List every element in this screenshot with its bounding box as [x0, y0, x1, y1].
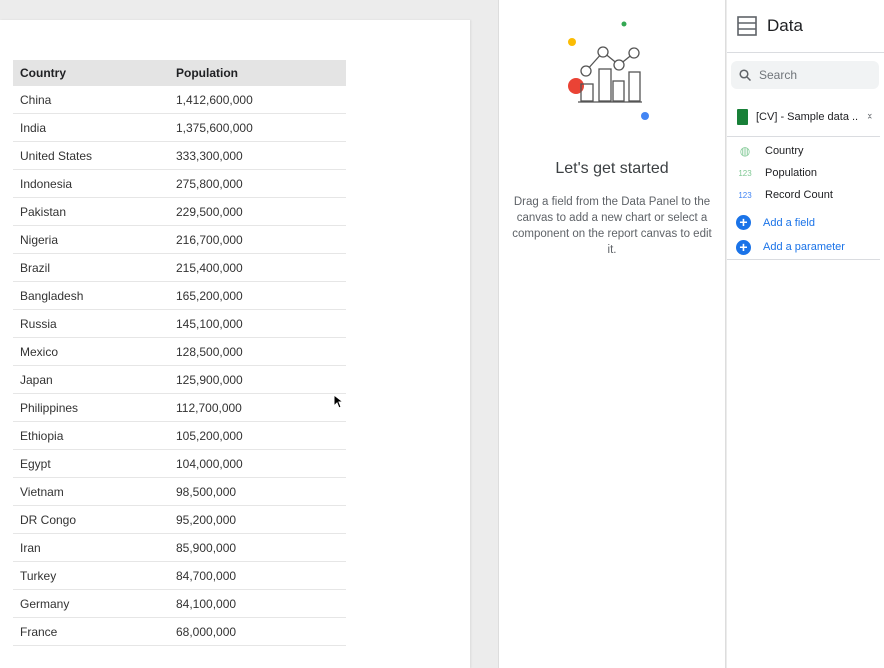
- cell-country: DR Congo: [20, 512, 77, 527]
- cell-population: 112,700,000: [176, 400, 242, 415]
- field-country[interactable]: ◍ Country: [727, 140, 884, 162]
- field-name: Country: [765, 145, 804, 157]
- empty-state-body: Drag a field from the Data Panel to the …: [512, 196, 712, 256]
- cell-population: 275,800,000: [176, 176, 243, 191]
- table-row[interactable]: Germany 84,100,000: [13, 590, 346, 618]
- cell-population: 84,700,000: [176, 568, 237, 583]
- cell-population: 1,412,600,000: [176, 92, 253, 107]
- data-source-name: [CV] - Sample data ...: [756, 110, 858, 123]
- cell-population: 125,900,000: [176, 372, 243, 387]
- cell-population: 85,900,000: [176, 540, 237, 555]
- field-population[interactable]: 123 Population: [727, 162, 884, 184]
- cell-population: 98,500,000: [176, 484, 237, 499]
- search-icon: [739, 69, 751, 81]
- table-row[interactable]: Bangladesh 165,200,000: [13, 282, 346, 310]
- header-country[interactable]: Country: [20, 66, 66, 80]
- cell-population: 215,400,000: [176, 260, 243, 275]
- table-row[interactable]: Vietnam 98,500,000: [13, 478, 346, 506]
- cell-population: 1,375,600,000: [176, 120, 253, 135]
- table-row[interactable]: United States 333,300,000: [13, 142, 346, 170]
- cell-country: Russia: [20, 316, 57, 331]
- number-type-icon: 123: [738, 190, 752, 200]
- cell-population: 216,700,000: [176, 232, 243, 247]
- search-input[interactable]: Search: [731, 61, 879, 89]
- report-canvas[interactable]: Country Population China 1,412,600,000 Ind…: [0, 20, 470, 668]
- field-name: Population: [765, 167, 817, 179]
- cell-country: Egypt: [20, 456, 51, 471]
- table-row[interactable]: Philippines 112,700,000: [13, 394, 346, 422]
- cell-country: Vietnam: [20, 484, 64, 499]
- field-name: Record Count: [765, 189, 833, 201]
- cell-country: France: [20, 624, 58, 639]
- table-row[interactable]: Indonesia 275,800,000: [13, 170, 346, 198]
- cell-country: Mexico: [20, 344, 59, 359]
- number-type-icon: 123: [738, 168, 752, 178]
- globe-icon: ◍: [739, 144, 751, 158]
- data-panel-title: Data: [767, 16, 803, 35]
- cell-country: Nigeria: [20, 232, 59, 247]
- table-row[interactable]: India 1,375,600,000: [13, 114, 346, 142]
- cell-country: Philippines: [20, 400, 79, 415]
- sheets-icon: [737, 108, 748, 125]
- table-row[interactable]: Turkey 84,700,000: [13, 562, 346, 590]
- cell-country: Iran: [20, 540, 41, 555]
- cell-country: Ethiopia: [20, 428, 64, 443]
- add-field-button[interactable]: + Add a field: [727, 210, 884, 235]
- cell-population: 165,200,000: [176, 288, 243, 303]
- mouse-cursor-icon: [333, 394, 343, 409]
- cell-population: 229,500,000: [176, 204, 243, 219]
- add-field-label: Add a field: [763, 216, 815, 229]
- plus-icon: +: [736, 239, 751, 255]
- cell-country: United States: [20, 148, 93, 163]
- table-row[interactable]: DR Congo 95,200,000: [13, 506, 346, 534]
- cell-population: 333,300,000: [176, 148, 243, 163]
- table-row[interactable]: Ethiopia 105,200,000: [13, 422, 346, 450]
- cell-country: Japan: [20, 372, 53, 387]
- table-row[interactable]: Mexico 128,500,000: [13, 338, 346, 366]
- header-population[interactable]: Population: [176, 66, 238, 80]
- add-parameter-button[interactable]: + Add a parameter: [727, 235, 880, 260]
- data-source-selector[interactable]: [CV] - Sample data ... ⌄ ⌃: [727, 97, 880, 137]
- table-row[interactable]: Egypt 104,000,000: [13, 450, 346, 478]
- table-header: Country Population: [13, 60, 346, 86]
- chart-illustration-icon: [568, 21, 649, 120]
- table-row[interactable]: Iran 85,900,000: [13, 534, 346, 562]
- table-row[interactable]: France 68,000,000: [13, 618, 346, 646]
- cell-population: 95,200,000: [176, 512, 237, 527]
- cell-country: Bangladesh: [20, 288, 84, 303]
- cell-country: Pakistan: [20, 204, 67, 219]
- cell-country: Turkey: [20, 568, 57, 583]
- cell-population: 128,500,000: [176, 344, 243, 359]
- table-row[interactable]: Brazil 215,400,000: [13, 254, 346, 282]
- field-record-count[interactable]: 123 Record Count: [727, 184, 884, 206]
- cell-population: 105,200,000: [176, 428, 243, 443]
- table-row[interactable]: Russia 145,100,000: [13, 310, 346, 338]
- table-row[interactable]: China 1,412,600,000: [13, 86, 346, 114]
- empty-state-title: Let's get started: [555, 160, 669, 177]
- cell-population: 84,100,000: [176, 596, 237, 611]
- table-row[interactable]: Japan 125,900,000: [13, 366, 346, 394]
- data-panel: Data Search [CV] - Sample data ... ⌄ ⌃ ◍ C…: [727, 0, 884, 668]
- expand-collapse-icon[interactable]: ⌄ ⌃: [866, 107, 874, 125]
- properties-panel: Let's get started Drag a field from the …: [498, 0, 726, 668]
- cell-population: 145,100,000: [176, 316, 243, 331]
- database-icon: [737, 16, 757, 36]
- add-parameter-label: Add a parameter: [763, 241, 845, 253]
- cell-population: 68,000,000: [176, 624, 237, 639]
- cell-population: 104,000,000: [176, 456, 243, 471]
- search-placeholder: Search: [759, 68, 798, 82]
- data-panel-header: Data: [727, 0, 884, 53]
- cell-country: Germany: [20, 596, 70, 611]
- cell-country: China: [20, 92, 52, 107]
- plus-icon: +: [736, 215, 751, 230]
- table-row[interactable]: Pakistan 229,500,000: [13, 198, 346, 226]
- table-row[interactable]: Nigeria 216,700,000: [13, 226, 346, 254]
- cell-country: Brazil: [20, 260, 51, 275]
- cell-country: Indonesia: [20, 176, 73, 191]
- population-table[interactable]: Country Population China 1,412,600,000 Ind…: [13, 60, 346, 646]
- cell-country: India: [20, 120, 47, 135]
